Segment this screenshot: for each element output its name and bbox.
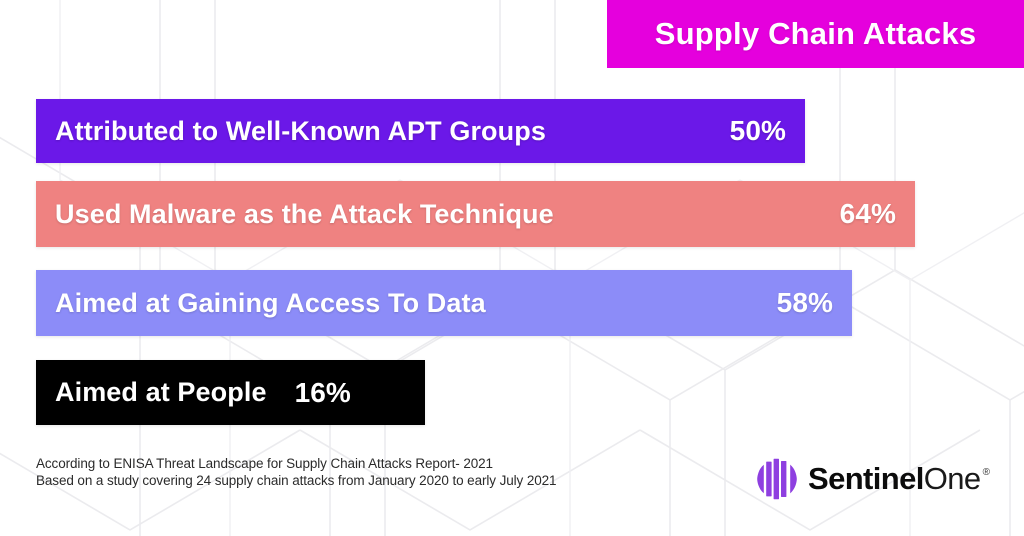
stat-bar-row: Aimed at People 16% [36,360,425,425]
sentinelone-logo: Sentinel One ® [757,458,990,500]
wordmark-sentinel: Sentinel [808,461,924,496]
stat-bar-value: 50% [729,115,786,146]
page-title: Supply Chain Attacks [654,16,977,51]
stat-bar-row: Attributed to Well-Known APT Groups 50% [36,99,805,163]
stat-bar-value: 64% [839,198,896,229]
stat-bar-row: Used Malware as the Attack Technique 64% [36,181,915,247]
stat-bar-chart: Attributed to Well-Known APT Groups 50% … [36,99,915,425]
stat-bar-row: Aimed at Gaining Access To Data 58% [36,270,852,336]
stat-bar-label: Aimed at People [55,377,267,407]
stat-bar-label: Used Malware as the Attack Technique [55,198,554,229]
sentinelone-mark-icon [757,458,797,500]
wordmark-one: One [923,461,981,496]
stat-bar-value: 58% [776,287,833,318]
sentinelone-wordmark: Sentinel One ® [808,461,990,497]
footnote-line-1: According to ENISA Threat Landscape for … [36,456,493,471]
stat-bar-label: Aimed at Gaining Access To Data [55,287,486,318]
title-banner: Supply Chain Attacks [607,0,1024,68]
registered-trademark-icon: ® [982,467,990,478]
stat-bar-label: Attributed to Well-Known APT Groups [55,115,546,146]
source-footnote: According to ENISA Threat Landscape for … [36,455,557,489]
footnote-line-2: Based on a study covering 24 supply chai… [36,473,557,488]
stat-bar-value: 16% [294,376,351,408]
